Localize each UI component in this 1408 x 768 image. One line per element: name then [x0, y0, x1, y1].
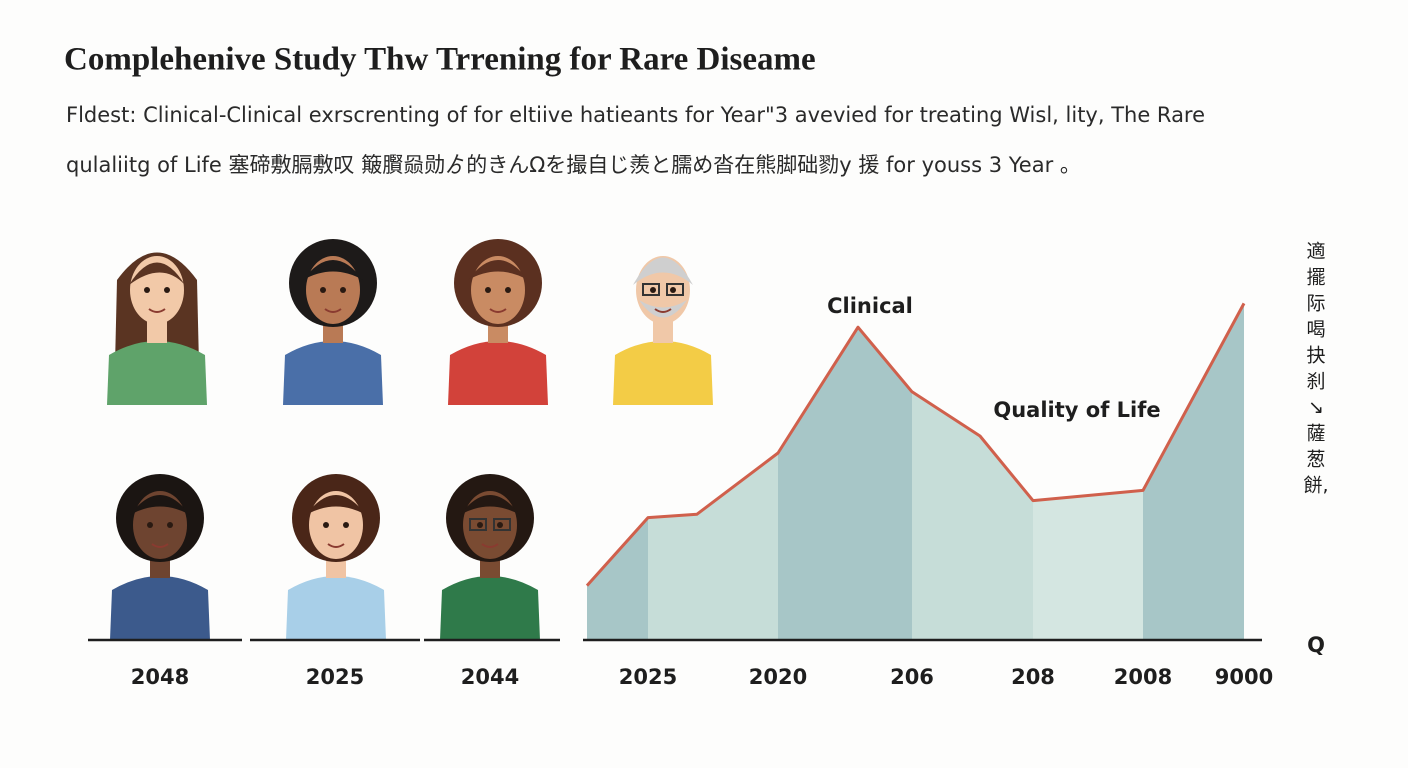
mouth [481, 543, 499, 548]
shirt [440, 576, 540, 640]
eye [320, 287, 326, 293]
shirt [613, 341, 713, 405]
eye [147, 522, 153, 528]
x-tick-label: 2025 [619, 665, 677, 689]
hair [633, 257, 693, 285]
portrait [613, 256, 713, 405]
side-char: 葱 [1306, 449, 1325, 471]
hair [303, 260, 363, 280]
hair [468, 260, 528, 280]
shirt [110, 576, 210, 640]
area-band [778, 327, 912, 640]
annotation: Clinical [827, 294, 913, 318]
glasses [642, 283, 660, 296]
portrait [286, 474, 386, 640]
title: Complehenive Study Thw Trrening for Rare… [64, 42, 816, 78]
area-band [587, 517, 648, 640]
corner-label: Q [1307, 633, 1325, 657]
mouth [324, 308, 342, 313]
subtitle-line: Fldest: Clinical-Clinical exrscrenting o… [66, 103, 1205, 127]
line [585, 302, 1246, 587]
eye [323, 522, 329, 528]
eye [340, 287, 346, 293]
x-tick-label: 208 [1011, 665, 1055, 689]
area-band [912, 391, 1033, 640]
eye [650, 287, 656, 293]
side-char: ↘ [1308, 397, 1324, 419]
eye [477, 522, 483, 528]
area-band [1033, 490, 1143, 640]
side-char: 喝 [1306, 319, 1325, 341]
side-char: 餅, [1303, 475, 1328, 497]
area-band [648, 453, 778, 640]
x-tick-label: 2008 [1114, 665, 1172, 689]
eye [167, 522, 173, 528]
mouth [654, 308, 672, 313]
x-tick-label: 206 [890, 665, 934, 689]
mouth [148, 308, 166, 313]
shirt [286, 576, 386, 640]
side-char: 刹 [1306, 371, 1325, 393]
shirt [107, 341, 207, 405]
hair [460, 495, 520, 515]
glasses [493, 518, 511, 531]
glasses [469, 518, 487, 531]
side-char: 適 [1306, 241, 1325, 263]
x-tick-label: 2020 [749, 665, 807, 689]
eye [505, 287, 511, 293]
shirt [283, 341, 383, 405]
portrait [107, 252, 207, 405]
eye [164, 287, 170, 293]
eye [485, 287, 491, 293]
glasses [666, 283, 684, 296]
shirt [448, 341, 548, 405]
beard [639, 300, 687, 318]
eye [343, 522, 349, 528]
portrait [448, 239, 548, 405]
hair [129, 262, 185, 285]
area-chart: 2025 2020 206 208 2008 9000 [583, 302, 1273, 689]
hair [306, 495, 366, 515]
portrait-label: 2048 [131, 665, 189, 689]
side-char: 际 [1306, 293, 1325, 315]
portrait-label: 2044 [461, 665, 519, 689]
portraits [107, 239, 713, 640]
portrait-label: 2025 [306, 665, 364, 689]
side-char: 薩 [1306, 423, 1325, 445]
mouth [151, 543, 169, 548]
side-char: 擺 [1306, 267, 1325, 289]
mouth [489, 308, 507, 313]
annotation: Quality of Life [993, 398, 1160, 422]
portrait [110, 474, 210, 640]
side-char: 抉 [1306, 345, 1325, 367]
eye [497, 522, 503, 528]
portrait [283, 239, 383, 405]
mouth [327, 543, 345, 548]
portrait [440, 474, 540, 640]
hair [130, 495, 190, 515]
x-tick-label: 9000 [1215, 665, 1273, 689]
eye [670, 287, 676, 293]
area-band [1143, 303, 1244, 640]
subtitle-line: qulaliitg of Life 塞碲敷膈敷叹 簸臔赑勋ゟ的きんΩを撮自じ羨と… [66, 153, 1081, 177]
eye [144, 287, 150, 293]
